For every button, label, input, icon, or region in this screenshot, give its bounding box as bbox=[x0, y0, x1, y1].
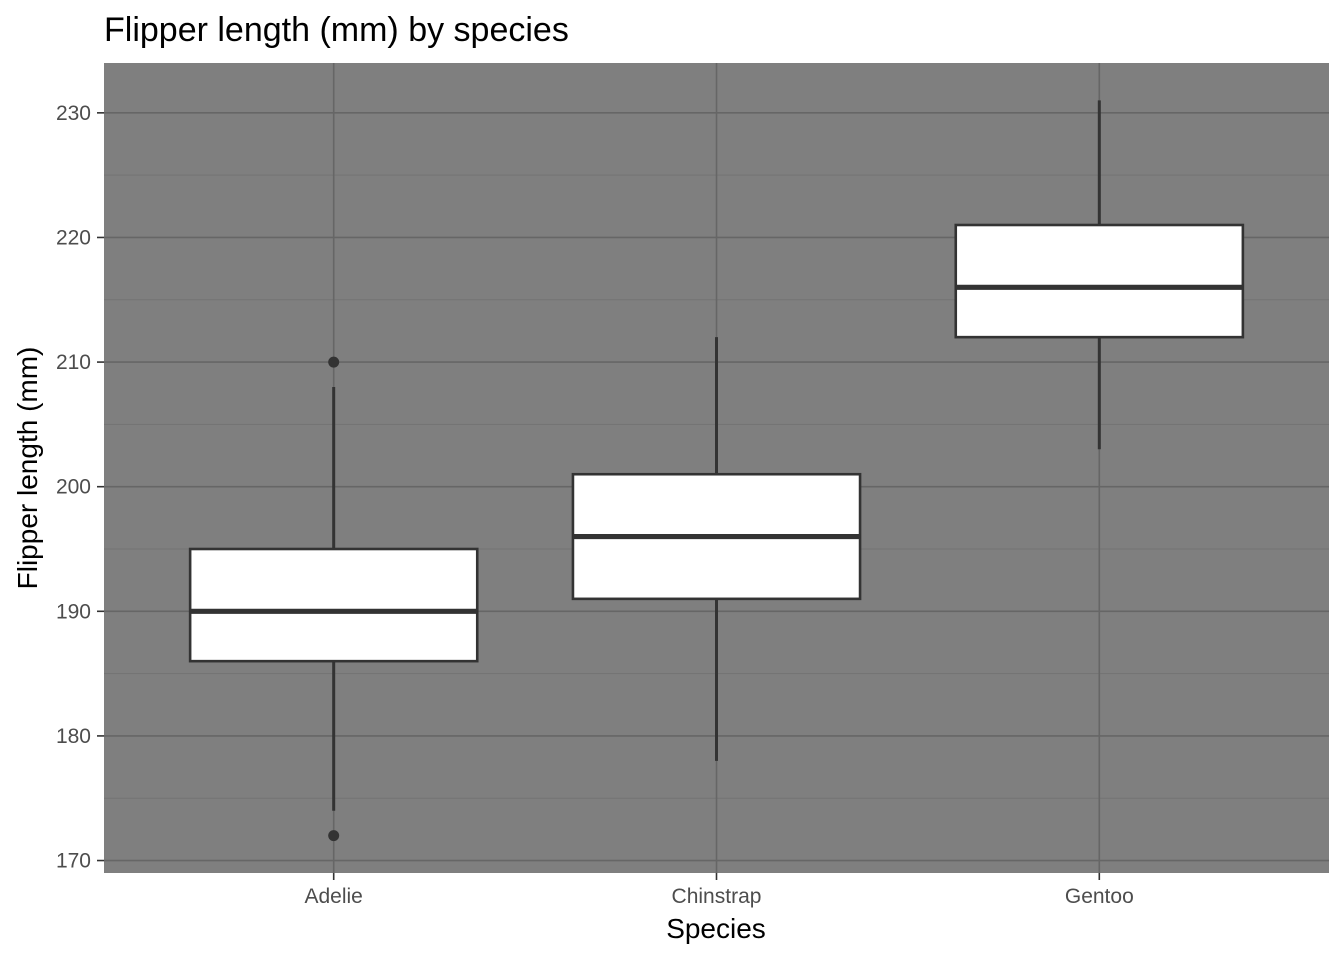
y-tick-label: 230 bbox=[56, 102, 91, 125]
x-tick-label: Adelie bbox=[304, 885, 362, 908]
outlier-point bbox=[328, 356, 340, 368]
y-tick-label: 190 bbox=[56, 600, 91, 623]
box-layer bbox=[188, 100, 1245, 842]
box-iqr bbox=[954, 223, 1245, 339]
box-adelie bbox=[188, 356, 479, 842]
box-iqr bbox=[188, 547, 479, 663]
y-axis-label: Flipper length (mm) bbox=[12, 347, 43, 590]
x-axis: Adelie Chinstrap Gentoo bbox=[304, 873, 1134, 908]
box-gentoo bbox=[954, 100, 1245, 450]
x-tick-label: Gentoo bbox=[1065, 885, 1134, 908]
chart-title: Flipper length (mm) by species bbox=[104, 11, 569, 49]
box-chinstrap bbox=[571, 337, 862, 761]
y-tick-label: 180 bbox=[56, 725, 91, 748]
outlier-point bbox=[328, 830, 340, 842]
y-tick-label: 200 bbox=[56, 476, 91, 499]
y-axis: 170 180 190 200 210 220 230 bbox=[56, 102, 104, 873]
y-tick-label: 210 bbox=[56, 351, 91, 374]
y-tick-label: 220 bbox=[56, 226, 91, 249]
x-tick-label: Chinstrap bbox=[672, 885, 762, 908]
x-axis-label: Species bbox=[666, 913, 766, 944]
y-tick-label: 170 bbox=[56, 850, 91, 873]
